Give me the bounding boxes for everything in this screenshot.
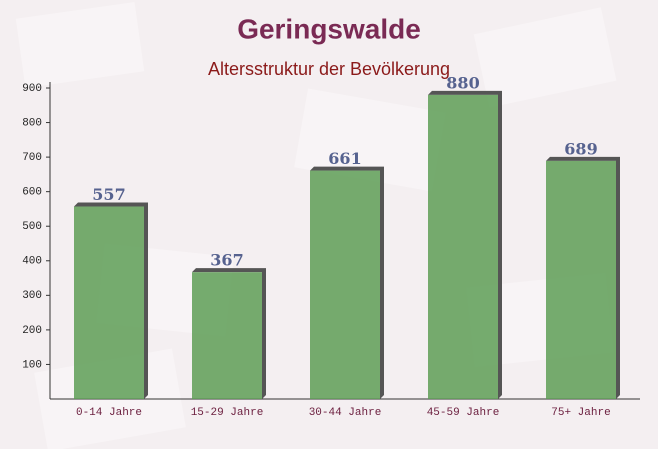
x-tick-label: 75+ Jahre (551, 407, 610, 419)
y-tick-label: 700 (22, 152, 42, 164)
bar (546, 160, 616, 399)
y-tick-label: 200 (22, 325, 42, 337)
x-tick-label: 0-14 Jahre (76, 407, 142, 419)
y-tick-label: 500 (22, 221, 42, 233)
y-tick-label: 400 (22, 256, 42, 268)
bar (428, 94, 498, 400)
x-tick-label: 45-59 Jahre (427, 407, 500, 419)
value-label: 367 (210, 251, 243, 270)
bar (310, 170, 380, 399)
y-tick-label: 800 (22, 117, 42, 129)
x-tick-label: 30-44 Jahre (309, 407, 382, 419)
y-tick-label: 900 (22, 83, 42, 95)
value-label: 557 (92, 185, 125, 204)
value-label: 661 (328, 149, 361, 168)
bar (74, 206, 144, 399)
x-tick-label: 15-29 Jahre (191, 407, 264, 419)
value-label: 689 (564, 139, 597, 158)
chart-title: Geringswalde (237, 13, 421, 44)
y-tick-label: 300 (22, 290, 42, 302)
y-tick-label: 600 (22, 187, 42, 199)
y-tick-label: 100 (22, 359, 42, 371)
bar (192, 272, 262, 399)
value-label: 880 (446, 73, 479, 92)
chart-subtitle: Altersstruktur der Bevölkerung (208, 59, 450, 79)
